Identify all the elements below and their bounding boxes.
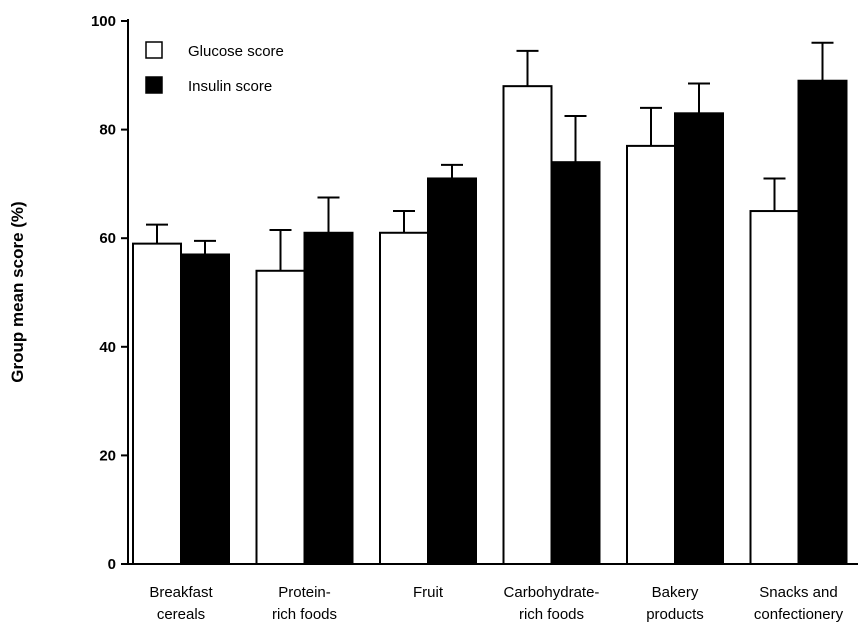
legend-label-glucose: Glucose score — [188, 43, 284, 60]
glucose-bar — [749, 210, 800, 566]
legend-swatch-glucose — [145, 41, 163, 59]
legend-swatch-insulin — [145, 76, 163, 94]
glucose-bar — [379, 231, 429, 566]
y-tick-label: 100 — [91, 13, 116, 30]
x-category-label: Snacks and confectionery — [754, 584, 844, 623]
glucose-bar — [132, 242, 182, 565]
y-tick-label: 40 — [99, 339, 116, 356]
axes: 0 20 40 60 80 100 — [91, 13, 858, 573]
legend: Glucose score Insulin score — [145, 41, 284, 95]
insulin-bar — [303, 231, 354, 566]
y-tick-label: 20 — [99, 447, 116, 464]
y-tick-label: 0 — [108, 556, 116, 573]
insulin-bar — [797, 79, 848, 565]
x-category-label: Carbohydrate-rich foods — [504, 584, 600, 623]
x-category-label: Fruit — [413, 584, 444, 601]
x-category-label: Protein-rich foods — [272, 584, 337, 623]
glucose-bar — [502, 85, 553, 565]
glucose-bar — [255, 269, 306, 565]
y-axis-label: Group mean score (%) — [8, 201, 27, 382]
y-tick-label: 80 — [99, 122, 116, 139]
glucose-bar — [626, 144, 676, 565]
legend-label-insulin: Insulin score — [188, 78, 272, 95]
insulin-bar — [180, 253, 230, 566]
insulin-bar — [674, 112, 724, 565]
insulin-bar — [550, 161, 601, 565]
insulin-bar — [427, 177, 477, 565]
x-category-label: Bakery products — [646, 584, 704, 623]
y-tick-label: 60 — [99, 230, 116, 247]
x-axis-labels: Breakfast cereals Protein-rich foods Fruit C… — [149, 584, 843, 623]
y-axis-ticks: 0 20 40 60 80 100 — [91, 13, 128, 573]
bars — [132, 41, 848, 566]
x-category-label: Breakfast cereals — [149, 584, 213, 623]
